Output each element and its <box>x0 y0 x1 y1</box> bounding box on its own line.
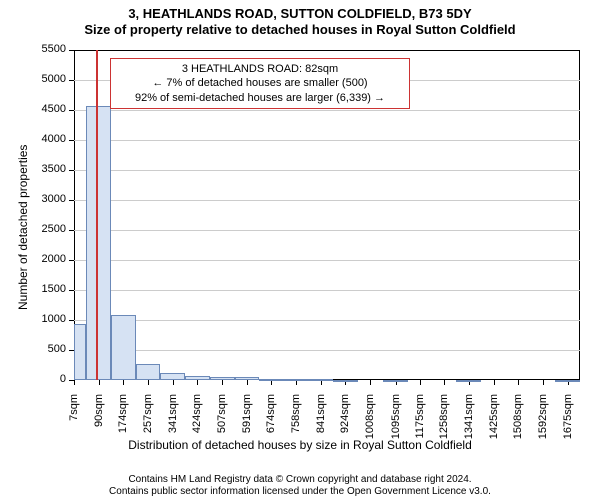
y-tick-label: 2000 <box>0 253 66 265</box>
y-tick <box>69 110 74 111</box>
y-tick <box>69 170 74 171</box>
y-tick-label: 0 <box>0 373 66 385</box>
y-tick-label: 5500 <box>0 43 66 55</box>
footer-line1: Contains HM Land Registry data © Crown c… <box>0 474 600 486</box>
footer-line2: Contains public sector information licen… <box>0 486 600 498</box>
chart-title-block: 3, HEATHLANDS ROAD, SUTTON COLDFIELD, B7… <box>0 0 600 39</box>
x-tick-label: 174sqm <box>117 394 129 449</box>
y-tick-label: 4000 <box>0 133 66 145</box>
y-tick-label: 5000 <box>0 73 66 85</box>
x-tick-label: 90sqm <box>93 394 105 449</box>
x-tick <box>444 380 445 385</box>
histogram-bar <box>456 380 481 382</box>
x-tick <box>123 380 124 385</box>
x-tick <box>173 380 174 385</box>
y-tick-label: 2500 <box>0 223 66 235</box>
grid-line <box>74 260 580 261</box>
x-tick-label: 1258sqm <box>438 394 450 449</box>
y-tick-label: 3000 <box>0 193 66 205</box>
x-tick-label: 7sqm <box>68 394 80 449</box>
x-tick-label: 1508sqm <box>512 394 524 449</box>
histogram-bar <box>111 315 136 380</box>
y-tick <box>69 230 74 231</box>
histogram-bar <box>284 379 309 381</box>
x-tick-label: 758sqm <box>290 394 302 449</box>
x-tick <box>271 380 272 385</box>
annotation-box: 3 HEATHLANDS ROAD: 82sqm ← 7% of detache… <box>110 58 410 109</box>
x-tick-label: 1341sqm <box>463 394 475 449</box>
x-tick <box>99 380 100 385</box>
x-tick <box>494 380 495 385</box>
x-tick-label: 1095sqm <box>390 394 402 449</box>
y-tick <box>69 50 74 51</box>
x-tick-label: 1592sqm <box>537 394 549 449</box>
x-tick <box>74 380 75 385</box>
chart-footer: Contains HM Land Registry data © Crown c… <box>0 474 600 498</box>
histogram-bar <box>86 106 111 380</box>
x-tick-label: 1008sqm <box>364 394 376 449</box>
grid-line <box>74 290 580 291</box>
y-tick <box>69 80 74 81</box>
y-tick-label: 1500 <box>0 283 66 295</box>
x-tick <box>370 380 371 385</box>
x-tick-label: 424sqm <box>191 394 203 449</box>
grid-line <box>74 110 580 111</box>
grid-line <box>74 170 580 171</box>
x-tick <box>518 380 519 385</box>
grid-line <box>74 200 580 201</box>
x-tick <box>148 380 149 385</box>
chart-container: 3, HEATHLANDS ROAD, SUTTON COLDFIELD, B7… <box>0 0 600 500</box>
y-tick-label: 1000 <box>0 313 66 325</box>
histogram-bar <box>74 324 86 380</box>
histogram-bar <box>210 377 235 380</box>
x-tick-label: 591sqm <box>241 394 253 449</box>
grid-line <box>74 230 580 231</box>
chart-title-line1: 3, HEATHLANDS ROAD, SUTTON COLDFIELD, B7… <box>0 6 600 22</box>
annotation-line1: 3 HEATHLANDS ROAD: 82sqm <box>117 62 403 76</box>
annotation-line3: 92% of semi-detached houses are larger (… <box>117 91 403 105</box>
y-tick <box>69 320 74 321</box>
histogram-bar <box>333 380 358 382</box>
grid-line <box>74 350 580 351</box>
y-tick <box>69 260 74 261</box>
x-tick-label: 1425sqm <box>488 394 500 449</box>
x-tick-label: 1175sqm <box>414 394 426 449</box>
x-tick <box>543 380 544 385</box>
y-tick <box>69 200 74 201</box>
y-tick <box>69 140 74 141</box>
histogram-bar <box>383 380 408 382</box>
x-tick <box>420 380 421 385</box>
y-tick <box>69 290 74 291</box>
x-tick-label: 507sqm <box>216 394 228 449</box>
y-tick-label: 500 <box>0 343 66 355</box>
histogram-bar <box>160 373 185 380</box>
annotation-line2: ← 7% of detached houses are smaller (500… <box>117 76 403 90</box>
chart-title-line2: Size of property relative to detached ho… <box>0 22 600 38</box>
property-marker-line <box>96 50 98 380</box>
histogram-bar <box>185 376 210 380</box>
x-tick-label: 257sqm <box>142 394 154 449</box>
x-tick-label: 1675sqm <box>562 394 574 449</box>
x-tick <box>197 380 198 385</box>
grid-line <box>74 140 580 141</box>
x-tick-label: 674sqm <box>265 394 277 449</box>
histogram-bar <box>555 380 580 382</box>
y-tick-label: 4500 <box>0 103 66 115</box>
histogram-bar <box>235 377 260 380</box>
x-tick <box>247 380 248 385</box>
x-tick <box>222 380 223 385</box>
grid-line <box>74 320 580 321</box>
x-tick-label: 341sqm <box>167 394 179 449</box>
x-tick-label: 841sqm <box>315 394 327 449</box>
histogram-bar <box>136 364 161 380</box>
histogram-bar <box>259 379 284 381</box>
histogram-bar <box>309 379 334 381</box>
y-tick-label: 3500 <box>0 163 66 175</box>
x-tick-label: 924sqm <box>339 394 351 449</box>
